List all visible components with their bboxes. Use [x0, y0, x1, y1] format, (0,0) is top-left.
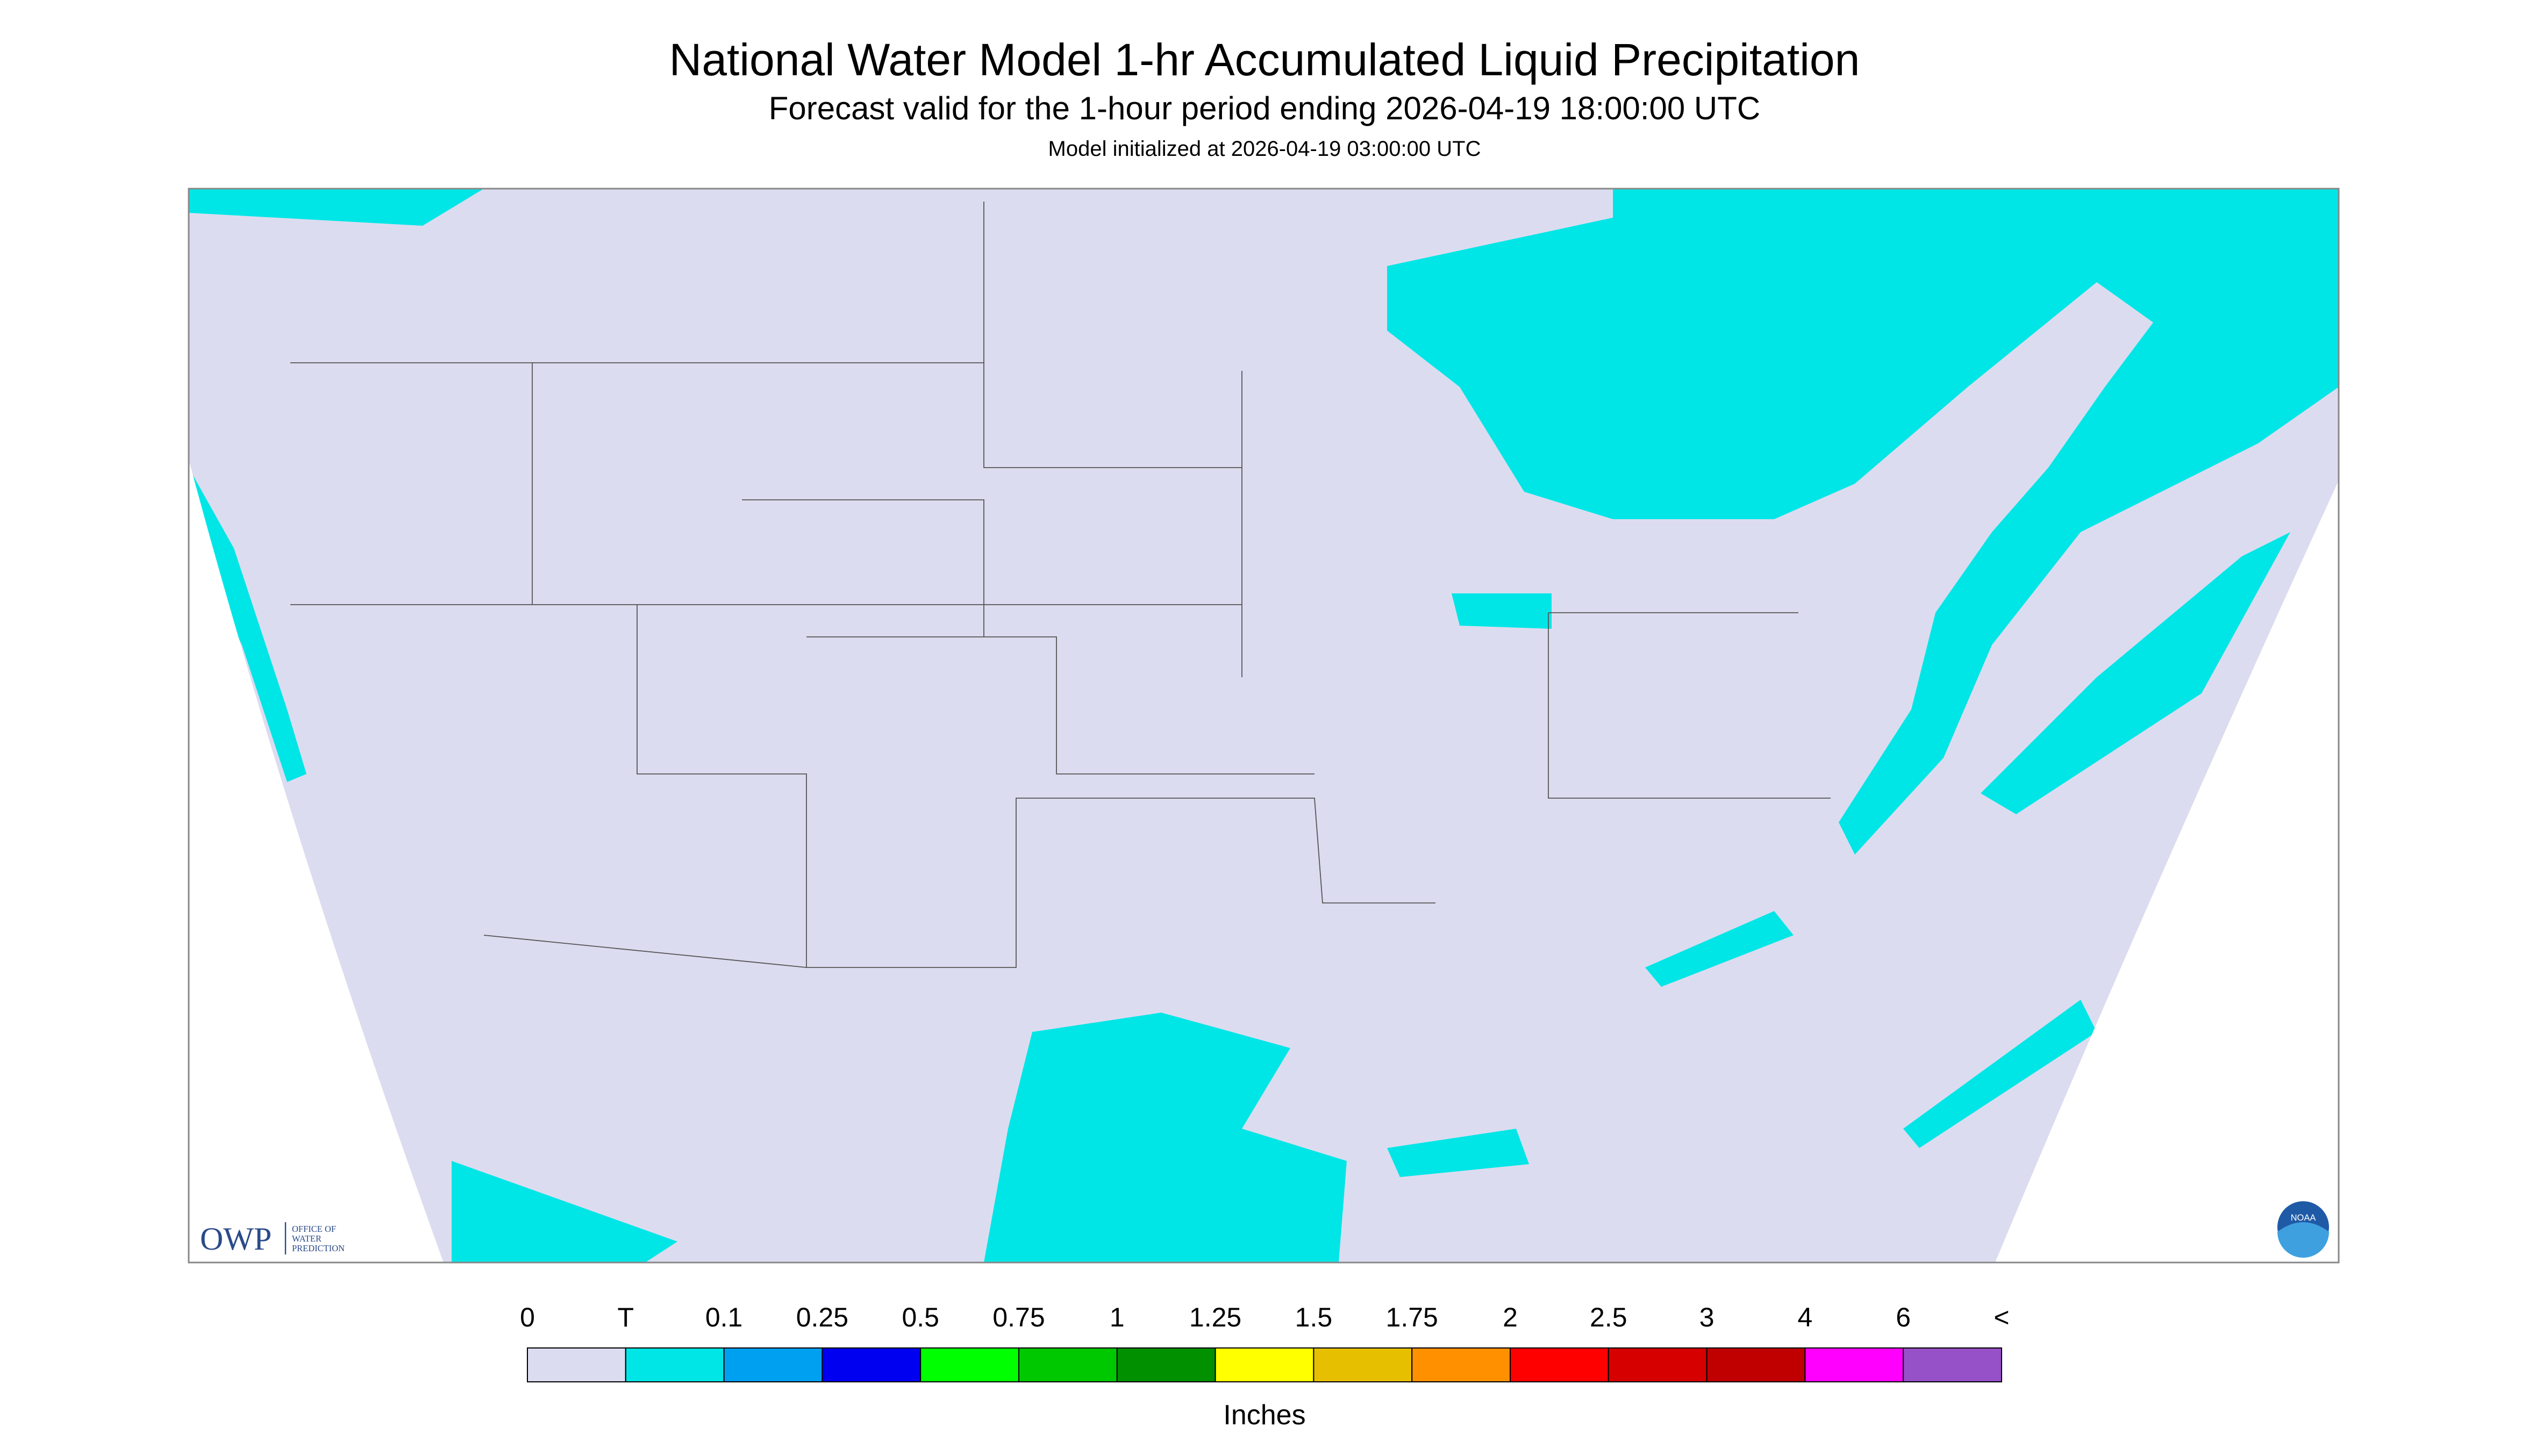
legend-label: 6 [1896, 1302, 1911, 1332]
legend-label: 0.75 [992, 1302, 1045, 1332]
projection-edge-left [189, 460, 444, 1263]
map-background [189, 189, 2339, 1263]
legend-swatch [1608, 1347, 1708, 1382]
legend-swatch [625, 1347, 725, 1382]
legend-label: 3 [1699, 1302, 1714, 1332]
state-boundaries [290, 202, 1831, 968]
legend-swatch [1116, 1347, 1216, 1382]
legend-swatch [527, 1347, 626, 1382]
legend-swatch [920, 1347, 1019, 1382]
legend-label: T [618, 1302, 634, 1332]
subtitle: Forecast valid for the 1-hour period end… [769, 90, 1760, 126]
owp-logo: OWP [200, 1221, 272, 1257]
legend-label: 0 [520, 1302, 535, 1332]
legend-label: 2.5 [1590, 1302, 1627, 1332]
legend-swatch [1804, 1347, 1904, 1382]
legend-swatch [1510, 1347, 1609, 1382]
init-time: Model initialized at 2026-04-19 03:00:00… [1048, 137, 1481, 161]
legend-label: 0.25 [796, 1302, 848, 1332]
legend-swatch [1313, 1347, 1413, 1382]
precip-areas [189, 189, 2339, 1263]
owp-text: WATER [292, 1233, 322, 1244]
legend-label: 1.25 [1189, 1302, 1241, 1332]
legend: 0 T 0.1 0.25 0.5 0.75 1 1.25 1.5 1.75 2 2.5 3 4 6 < [520, 1302, 2010, 1382]
noaa-wave [2277, 1222, 2329, 1258]
legend-swatch [1215, 1347, 1314, 1382]
legend-label: 0.5 [902, 1302, 939, 1332]
legend-label: 1.75 [1386, 1302, 1438, 1332]
owp-text: PREDICTION [292, 1243, 345, 1253]
legend-label: 1 [1110, 1302, 1125, 1332]
legend-swatch [1903, 1347, 2002, 1382]
legend-swatch [1411, 1347, 1511, 1382]
legend-label: 1.5 [1295, 1302, 1333, 1332]
owp-text: OFFICE OF [292, 1224, 336, 1234]
map-frame [188, 188, 2340, 1264]
legend-label: < [1994, 1302, 2009, 1332]
map: OWP OFFICE OF WATER PREDICTION NOAA [188, 188, 2340, 1264]
legend-label: 0.1 [705, 1302, 743, 1332]
legend-swatch [821, 1347, 921, 1382]
legend-label: 2 [1503, 1302, 1518, 1332]
legend-swatch [723, 1347, 823, 1382]
legend-swatch [1706, 1347, 1806, 1382]
legend-swatch [1018, 1347, 1118, 1382]
noaa-text: NOAA [2291, 1213, 2316, 1223]
projection-edge-right [1995, 480, 2339, 1263]
legend-units: Inches [1223, 1400, 1305, 1431]
legend-label: 4 [1797, 1302, 1812, 1332]
title: National Water Model 1-hr Accumulated Li… [669, 34, 1860, 85]
